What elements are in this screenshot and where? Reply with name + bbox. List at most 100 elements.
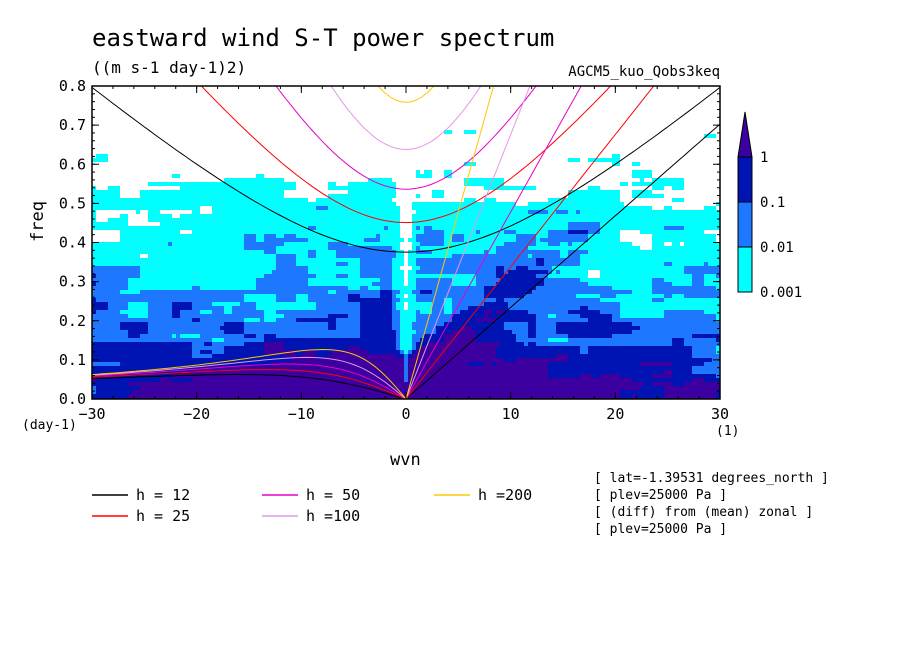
heatmap-cell: [544, 282, 548, 286]
heatmap-cell: [228, 282, 232, 286]
heatmap-cell: [112, 274, 116, 278]
heatmap-cell: [252, 202, 256, 206]
heatmap-cell: [648, 206, 652, 210]
heatmap-cell: [216, 302, 220, 306]
heatmap-cell: [440, 226, 444, 230]
heatmap-cell: [400, 318, 404, 322]
heatmap-cell: [292, 306, 296, 310]
heatmap-cell: [168, 270, 172, 274]
heatmap-cell: [524, 242, 528, 246]
heatmap-cell: [320, 290, 324, 294]
heatmap-cell: [284, 226, 288, 230]
heatmap-cell: [392, 314, 396, 318]
heatmap-cell: [108, 294, 112, 298]
heatmap-cell: [384, 190, 388, 194]
heatmap-cell: [704, 274, 708, 278]
heatmap-cell: [520, 214, 524, 218]
heatmap-cell: [380, 286, 384, 290]
heatmap-cell: [532, 270, 536, 274]
heatmap-cell: [628, 218, 632, 222]
heatmap-cell: [168, 294, 172, 298]
heatmap-cell: [492, 302, 496, 306]
heatmap-cell: [496, 214, 500, 218]
heatmap-cell: [296, 226, 300, 230]
heatmap-cell: [116, 222, 120, 226]
heatmap-cell: [420, 310, 424, 314]
heatmap-cell: [596, 318, 600, 322]
heatmap-cell: [340, 302, 344, 306]
heatmap-cell: [168, 302, 172, 306]
heatmap-cell: [572, 266, 576, 270]
heatmap-cell: [712, 250, 716, 254]
heatmap-cell: [200, 202, 204, 206]
heatmap-cell: [384, 230, 388, 234]
heatmap-cell: [104, 158, 108, 162]
heatmap-cell: [484, 222, 488, 226]
heatmap-cell: [468, 278, 472, 282]
heatmap-cell: [368, 266, 372, 270]
heatmap-cell: [488, 314, 492, 318]
heatmap-cell: [688, 278, 692, 282]
heatmap-cell: [560, 262, 564, 266]
heatmap-cell: [292, 262, 296, 266]
heatmap-cell: [312, 298, 316, 302]
heatmap-cell: [184, 278, 188, 282]
heatmap-cell: [184, 254, 188, 258]
heatmap-cell: [456, 230, 460, 234]
heatmap-cell: [176, 234, 180, 238]
heatmap-cell: [124, 290, 128, 294]
heatmap-cell: [392, 278, 396, 282]
heatmap-cell: [192, 246, 196, 250]
heatmap-cell: [396, 254, 400, 258]
heatmap-cell: [216, 250, 220, 254]
heatmap-cell: [140, 286, 144, 290]
heatmap-cell: [660, 266, 664, 270]
heatmap-cell: [260, 178, 264, 182]
heatmap-cell: [116, 290, 120, 294]
heatmap-cell: [684, 314, 688, 318]
heatmap-cell: [572, 190, 576, 194]
heatmap-cell: [452, 290, 456, 294]
heatmap-cell: [308, 298, 312, 302]
heatmap-cell: [432, 278, 436, 282]
heatmap-cell: [484, 270, 488, 274]
heatmap-cell: [280, 270, 284, 274]
heatmap-cell: [112, 270, 116, 274]
heatmap-cell: [604, 198, 608, 202]
heatmap-cell: [324, 254, 328, 258]
heatmap-cell: [120, 230, 124, 234]
heatmap-cell: [624, 246, 628, 250]
heatmap-cell: [476, 238, 480, 242]
heatmap-cell: [108, 258, 112, 262]
heatmap-cell: [108, 306, 112, 310]
heatmap-cell: [196, 314, 200, 318]
heatmap-cell: [212, 206, 216, 210]
heatmap-cell: [408, 302, 412, 306]
heatmap-cell: [436, 230, 440, 234]
heatmap-cell: [192, 238, 196, 242]
heatmap-cell: [412, 302, 416, 306]
heatmap-cell: [152, 274, 156, 278]
heatmap-cell: [220, 198, 224, 202]
heatmap-cell: [384, 246, 388, 250]
heatmap-cell: [424, 214, 428, 218]
heatmap-cell: [472, 250, 476, 254]
heatmap-cell: [184, 250, 188, 254]
heatmap-cell: [204, 230, 208, 234]
heatmap-cell: [432, 250, 436, 254]
heatmap-cell: [316, 234, 320, 238]
heatmap-cell: [448, 290, 452, 294]
heatmap-cell: [616, 162, 620, 166]
heatmap-cell: [140, 258, 144, 262]
heatmap-cell: [304, 274, 308, 278]
heatmap-cell: [560, 290, 564, 294]
heatmap-cell: [408, 270, 412, 274]
heatmap-cell: [484, 198, 488, 202]
heatmap-cell: [396, 210, 400, 214]
heatmap-cell: [624, 298, 628, 302]
heatmap-cell: [420, 238, 424, 242]
heatmap-cell: [456, 318, 460, 322]
heatmap-cell: [112, 242, 116, 246]
heatmap-cell: [284, 214, 288, 218]
heatmap-cell: [156, 302, 160, 306]
